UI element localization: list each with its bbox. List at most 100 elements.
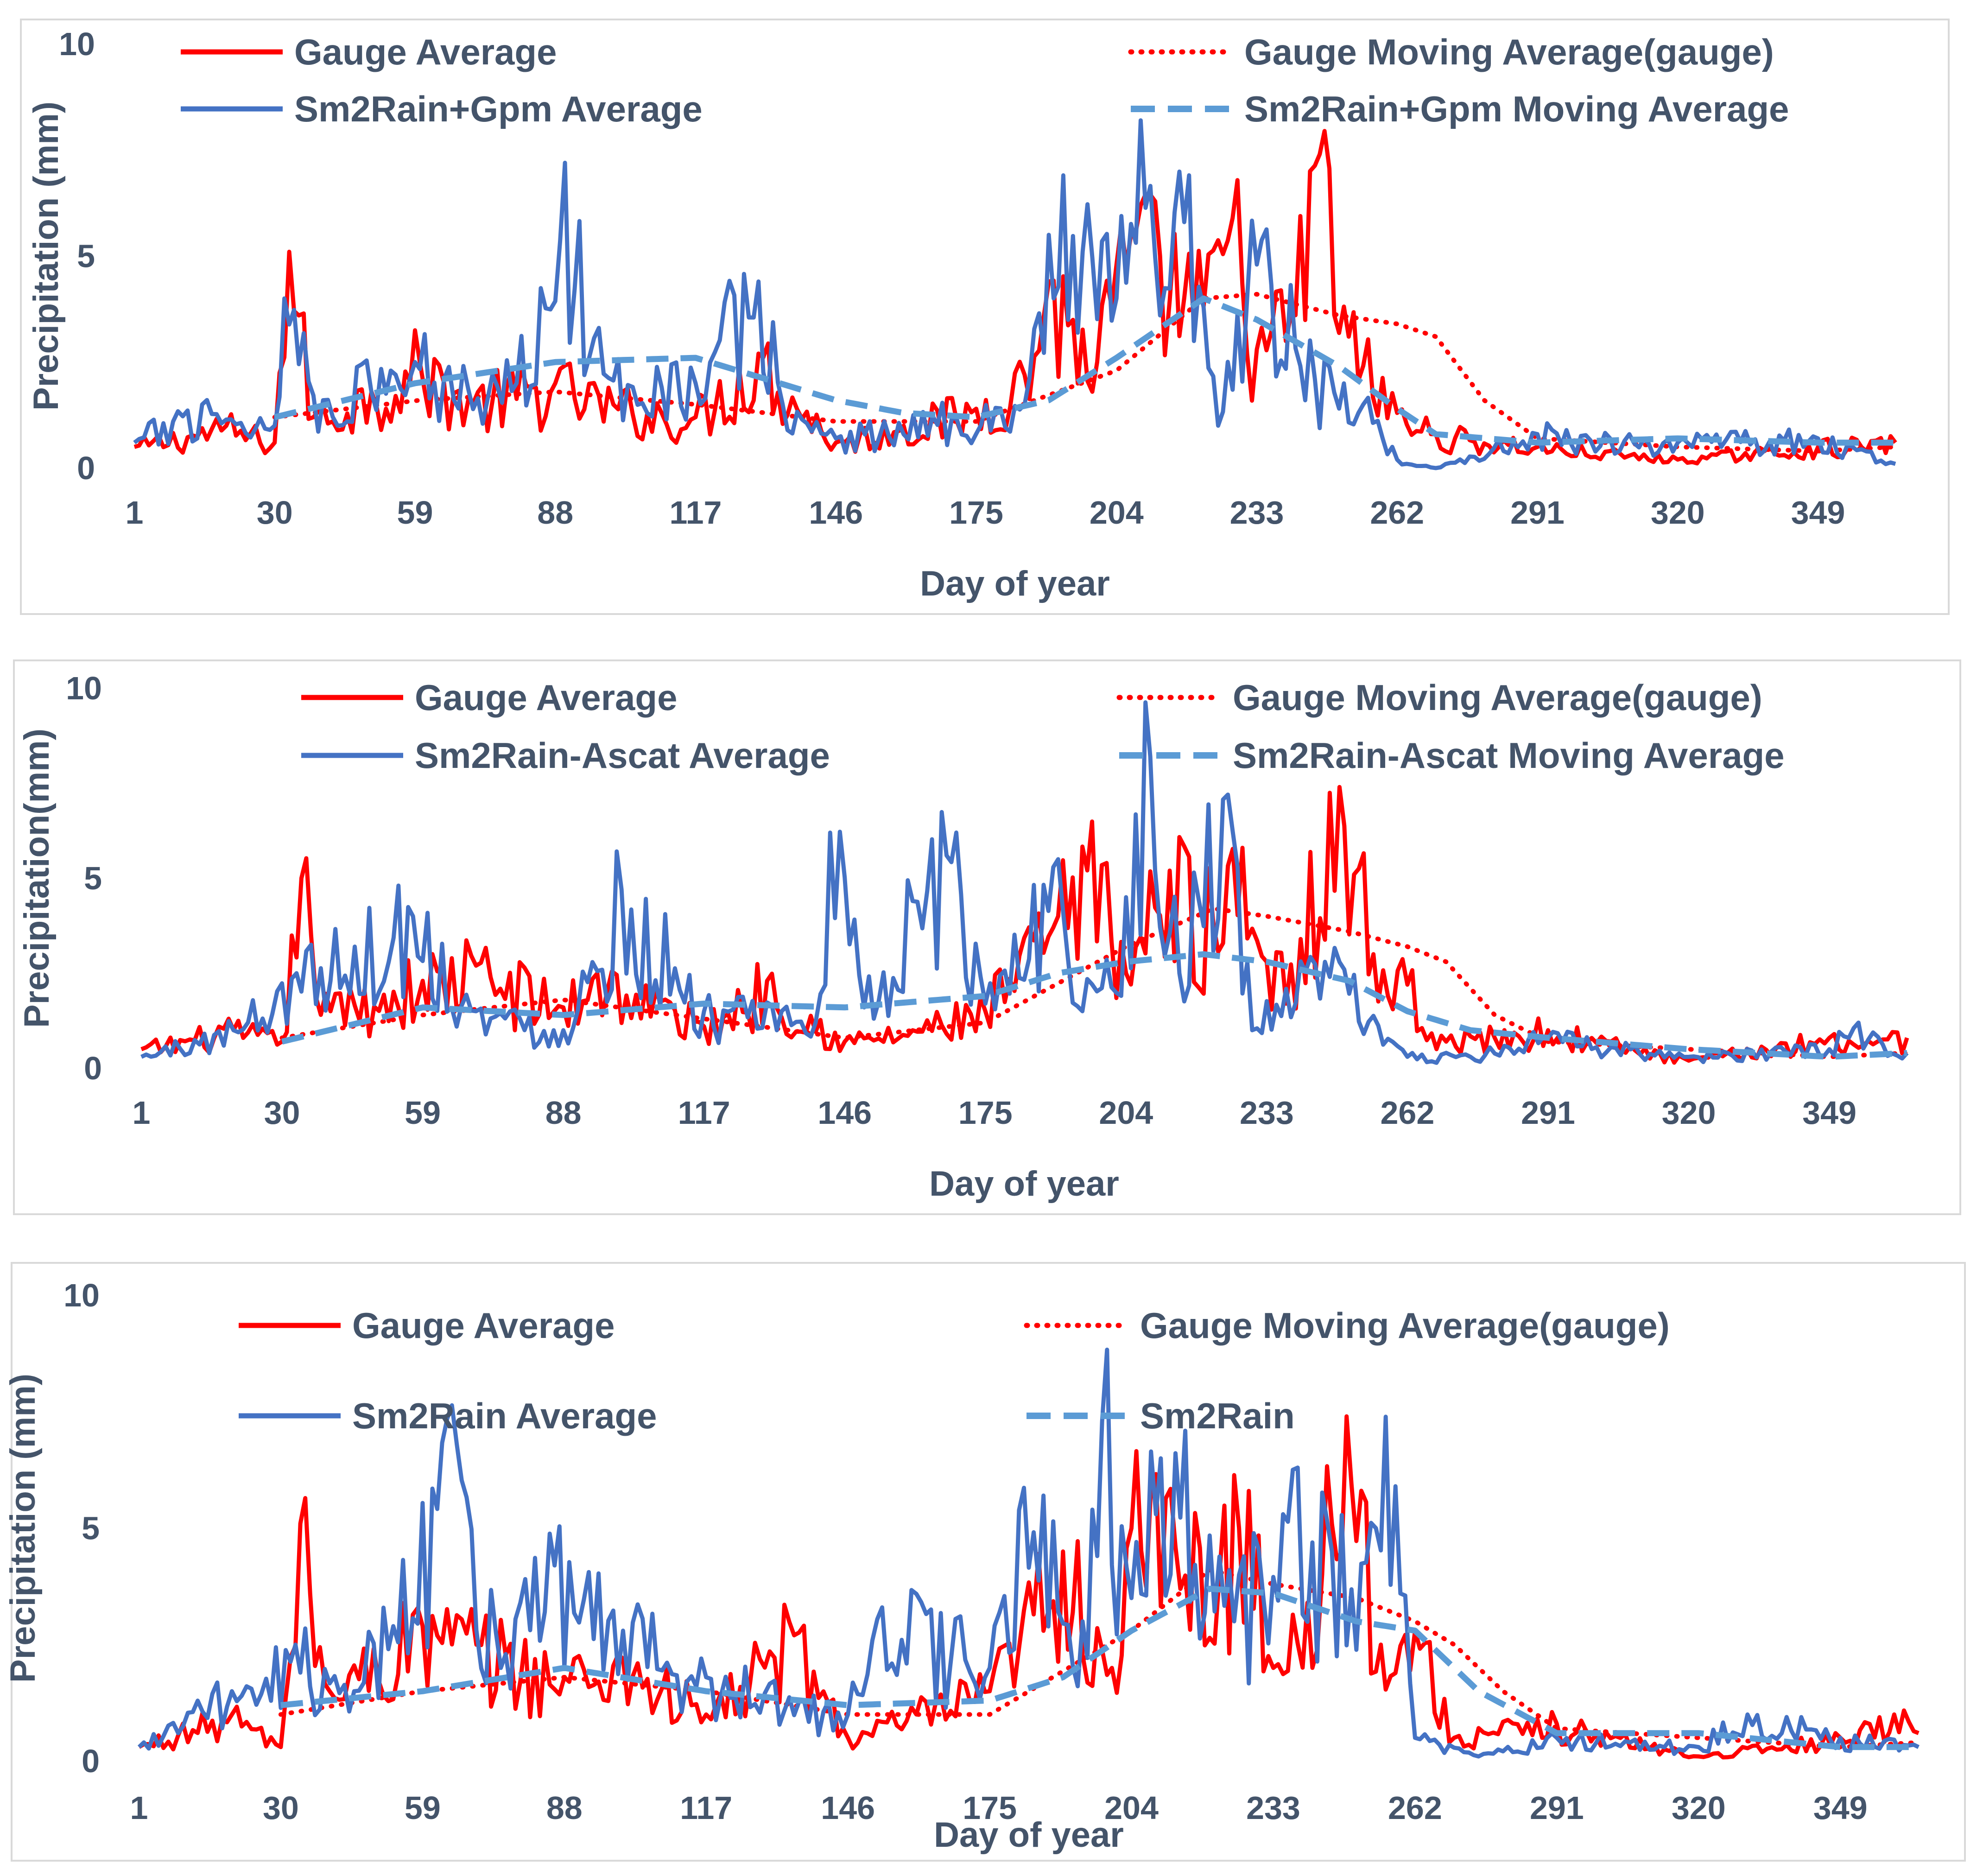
y-tick-label: 5 <box>84 860 102 896</box>
legend-label: Gauge Moving Average(gauge) <box>1233 677 1762 718</box>
y-tick-label: 10 <box>59 26 95 62</box>
x-tick-label: 291 <box>1510 494 1565 531</box>
legend-entry: Gauge Moving Average(gauge) <box>1128 32 1774 72</box>
y-axis-title: Precipitation (mm) <box>26 101 66 411</box>
legend-entry: Sm2Rain+Gpm Moving Average <box>1131 89 1789 129</box>
chart-svg-ascat: 0 5 10 1 30 59 88 117 146 175 204 233 262 291 320 349 Da… <box>13 659 1961 1215</box>
legend-label: Gauge Average <box>415 677 677 718</box>
x-tick-label: 1 <box>133 1095 151 1131</box>
y-tick-label: 10 <box>63 1277 100 1313</box>
legend-label: Sm2Rain <box>1140 1395 1295 1436</box>
x-axis-title: Day of year <box>929 1164 1119 1204</box>
x-tick-label: 175 <box>958 1095 1013 1131</box>
x-tick-label: 117 <box>670 494 722 531</box>
series-line <box>137 1347 1920 1759</box>
series-1 <box>138 1414 1920 1760</box>
x-tick-label: 59 <box>397 494 433 531</box>
series-line <box>133 129 1897 466</box>
series-2 <box>279 906 1909 1059</box>
y-tick-label: 0 <box>77 450 95 486</box>
x-tick-label: 1 <box>130 1790 148 1826</box>
x-tick-label: 59 <box>405 1095 441 1131</box>
legend-label: Gauge Average <box>294 32 557 72</box>
x-tick-label: 291 <box>1530 1790 1584 1826</box>
x-tick-label: 175 <box>949 494 1003 531</box>
legend-entry: Gauge Moving Average(gauge) <box>1116 677 1762 718</box>
series-4 <box>281 951 1907 1060</box>
x-tick-label: 204 <box>1090 494 1144 531</box>
y-axis-title: Precipitation (mm) <box>3 1374 43 1683</box>
legend-entry: Sm2Rain+Gpm Average <box>181 89 703 129</box>
chart-frame <box>11 1262 1966 1862</box>
legend-label: Sm2Rain+Gpm Average <box>294 89 703 129</box>
series-line <box>281 951 1907 1060</box>
x-tick-label: 349 <box>1791 494 1845 531</box>
x-tick-label: 30 <box>257 494 293 531</box>
legend-entry: Gauge Average <box>301 677 677 718</box>
legend-entry: Sm2Rain <box>1027 1395 1295 1436</box>
series-2 <box>278 1568 1921 1749</box>
x-tick-label: 88 <box>545 1095 582 1131</box>
y-tick-label: 10 <box>66 670 102 706</box>
legend-entry: Sm2Rain Average <box>239 1395 657 1436</box>
series-1 <box>133 129 1897 466</box>
x-tick-label: 233 <box>1230 494 1284 531</box>
x-tick-label: 320 <box>1662 1095 1716 1131</box>
series-line <box>138 1414 1920 1760</box>
x-tick-label: 146 <box>817 1095 872 1131</box>
legend-entry: Gauge Moving Average(gauge) <box>1024 1305 1670 1346</box>
x-tick-label: 233 <box>1246 1790 1300 1826</box>
x-tick-label: 233 <box>1240 1095 1294 1131</box>
x-tick-label: 88 <box>546 1790 583 1826</box>
series-line <box>279 906 1909 1059</box>
x-tick-label: 320 <box>1672 1790 1726 1826</box>
series-line <box>280 1585 1919 1750</box>
x-tick-label: 320 <box>1651 494 1705 531</box>
legend-label: Gauge Moving Average(gauge) <box>1140 1305 1670 1346</box>
y-tick-label: 0 <box>84 1050 102 1086</box>
y-tick-label: 5 <box>82 1510 100 1546</box>
series-4 <box>274 295 1895 446</box>
legend-entry: Gauge Average <box>181 32 557 72</box>
x-tick-label: 117 <box>680 1790 732 1826</box>
y-tick-label: 0 <box>82 1743 100 1779</box>
series-4 <box>280 1585 1919 1750</box>
chart-frame <box>13 659 1961 1215</box>
chart-svg-gpm: 0 5 10 1 30 59 88 117 146 175 204 233 262 291 320 349 Da… <box>20 19 1950 615</box>
x-tick-label: 262 <box>1380 1095 1434 1131</box>
x-tick-label: 59 <box>405 1790 441 1826</box>
x-tick-label: 291 <box>1521 1095 1575 1131</box>
series-3 <box>137 1347 1920 1759</box>
x-tick-label: 349 <box>1813 1790 1868 1826</box>
x-tick-label: 175 <box>963 1790 1017 1826</box>
legend-label: Sm2Rain Average <box>352 1395 657 1436</box>
x-tick-label: 117 <box>678 1095 730 1131</box>
x-tick-label: 30 <box>264 1095 300 1131</box>
x-tick-label: 146 <box>821 1790 875 1826</box>
y-tick-label: 5 <box>77 238 95 274</box>
y-axis-title: Precipitation(mm) <box>17 729 57 1028</box>
legend-entry: Gauge Average <box>239 1305 615 1346</box>
legend-entry: Sm2Rain-Ascat Average <box>301 735 830 776</box>
series-line <box>274 295 1895 446</box>
chart-panel-sm2rain: 0 5 10 1 30 59 88 117 146 175 204 233 262 291 320 349 Da… <box>0 1256 1977 1872</box>
x-tick-label: 204 <box>1099 1095 1153 1131</box>
x-tick-label: 262 <box>1388 1790 1442 1826</box>
x-axis-title: Day of year <box>920 564 1110 603</box>
legend-label: Gauge Average <box>352 1305 615 1346</box>
x-tick-label: 146 <box>809 494 863 531</box>
chart-panel-gpm: 0 5 10 1 30 59 88 117 146 175 204 233 262 291 320 349 Da… <box>0 9 1977 621</box>
legend-label: Sm2Rain+Gpm Moving Average <box>1244 89 1789 129</box>
x-tick-label: 30 <box>263 1790 299 1826</box>
x-tick-label: 349 <box>1802 1095 1857 1131</box>
series-3 <box>133 118 1896 470</box>
x-tick-label: 204 <box>1104 1790 1159 1826</box>
series-line <box>133 118 1896 470</box>
series-line <box>278 1568 1921 1749</box>
x-axis-title: Day of year <box>934 1815 1124 1855</box>
x-tick-label: 262 <box>1370 494 1424 531</box>
x-tick-label: 88 <box>537 494 573 531</box>
chart-svg-sm2rain: 0 5 10 1 30 59 88 117 146 175 204 233 262 291 320 349 Da… <box>3 1262 1966 1862</box>
chart-panel-ascat: 0 5 10 1 30 59 88 117 146 175 204 233 262 291 320 349 Da… <box>0 653 1977 1223</box>
legend-label: Sm2Rain-Ascat Average <box>415 735 830 776</box>
